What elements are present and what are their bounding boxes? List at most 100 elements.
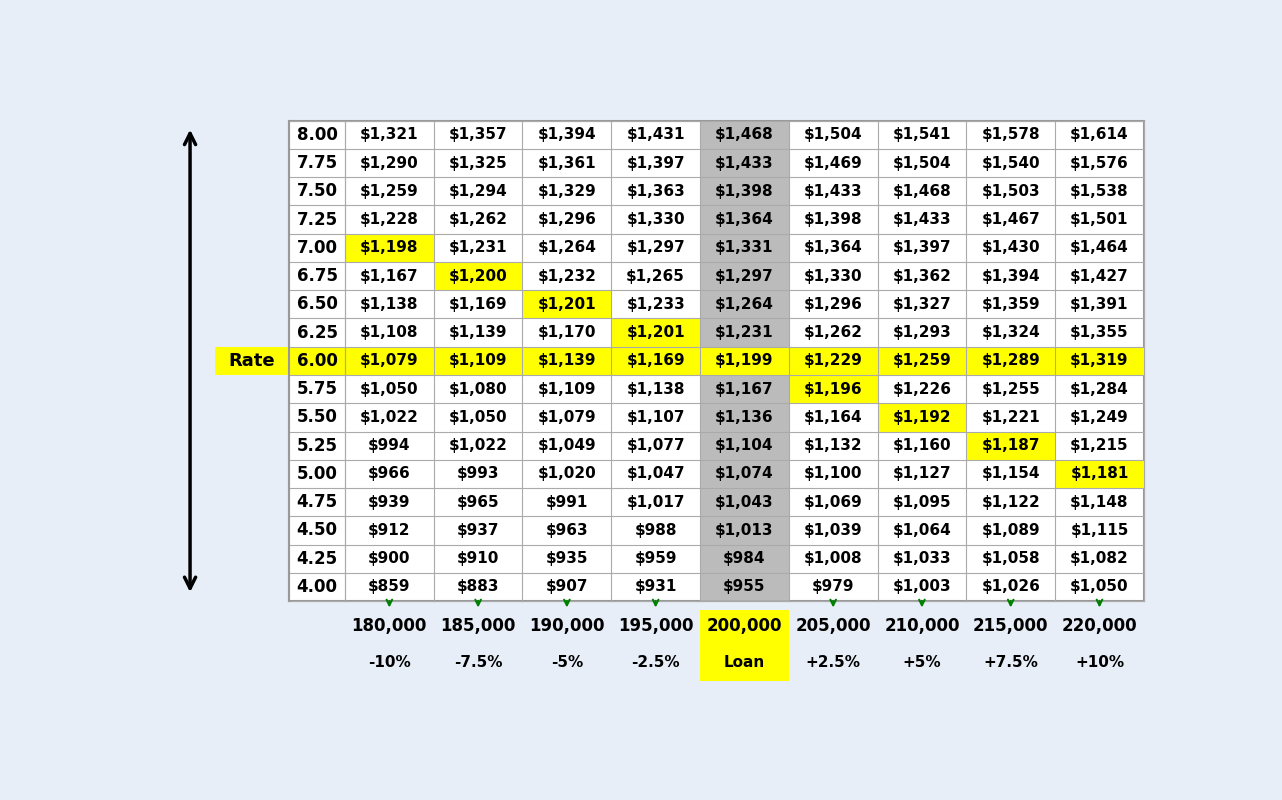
Text: $1,469: $1,469 — [804, 155, 863, 170]
Text: $1,082: $1,082 — [1070, 551, 1129, 566]
Text: $1,259: $1,259 — [892, 354, 951, 368]
Text: $1,115: $1,115 — [1070, 523, 1128, 538]
Text: $1,324: $1,324 — [981, 325, 1040, 340]
Bar — [215, 346, 290, 375]
Text: $1,231: $1,231 — [715, 325, 774, 340]
Text: $1,104: $1,104 — [715, 438, 773, 453]
Text: $1,398: $1,398 — [715, 184, 774, 198]
Text: $1,427: $1,427 — [1070, 269, 1129, 283]
Text: $1,221: $1,221 — [981, 410, 1040, 425]
Text: $1,255: $1,255 — [981, 382, 1040, 397]
Text: $1,187: $1,187 — [982, 438, 1040, 453]
Text: $1,079: $1,079 — [360, 354, 419, 368]
Text: 210,000: 210,000 — [885, 617, 960, 634]
Text: $1,049: $1,049 — [537, 438, 596, 453]
Text: 6.50: 6.50 — [296, 295, 337, 314]
Text: $1,199: $1,199 — [715, 354, 773, 368]
Text: $984: $984 — [723, 551, 765, 566]
Text: $1,138: $1,138 — [360, 297, 419, 312]
Text: $900: $900 — [368, 551, 410, 566]
Text: $1,226: $1,226 — [892, 382, 951, 397]
Text: $991: $991 — [546, 494, 588, 510]
Text: 7.75: 7.75 — [296, 154, 337, 172]
Text: $1,249: $1,249 — [1070, 410, 1129, 425]
Text: 8.00: 8.00 — [296, 126, 337, 144]
Text: $1,196: $1,196 — [804, 382, 863, 397]
Text: $1,297: $1,297 — [715, 269, 774, 283]
Text: 7.00: 7.00 — [296, 239, 337, 257]
Bar — [967, 431, 1055, 460]
Text: $1,108: $1,108 — [360, 325, 419, 340]
Text: 5.25: 5.25 — [296, 437, 337, 454]
Text: $963: $963 — [546, 523, 588, 538]
Text: $1,327: $1,327 — [892, 297, 951, 312]
Text: $1,080: $1,080 — [449, 382, 508, 397]
Text: $1,391: $1,391 — [1070, 297, 1128, 312]
Text: -7.5%: -7.5% — [454, 655, 503, 670]
Text: $1,198: $1,198 — [360, 240, 419, 255]
Text: $1,136: $1,136 — [715, 410, 774, 425]
Text: $1,169: $1,169 — [627, 354, 685, 368]
Text: $931: $931 — [635, 579, 677, 594]
Text: $1,167: $1,167 — [360, 269, 419, 283]
Text: $1,357: $1,357 — [449, 127, 508, 142]
Text: +2.5%: +2.5% — [805, 655, 860, 670]
Text: $1,022: $1,022 — [449, 438, 508, 453]
Text: $1,003: $1,003 — [892, 579, 951, 594]
Bar — [523, 290, 612, 318]
Text: $1,026: $1,026 — [981, 579, 1040, 594]
Text: $1,132: $1,132 — [804, 438, 863, 453]
Text: $1,397: $1,397 — [892, 240, 951, 255]
Text: $1,290: $1,290 — [360, 155, 419, 170]
Text: 6.75: 6.75 — [296, 267, 337, 285]
Text: $1,363: $1,363 — [627, 184, 685, 198]
Text: $1,433: $1,433 — [715, 155, 774, 170]
Text: $1,433: $1,433 — [892, 212, 951, 227]
Text: $1,294: $1,294 — [449, 184, 508, 198]
Text: $859: $859 — [368, 579, 410, 594]
Text: $1,109: $1,109 — [449, 354, 508, 368]
Bar — [612, 318, 700, 346]
Text: $1,503: $1,503 — [982, 184, 1040, 198]
Bar — [878, 403, 967, 431]
Text: $1,107: $1,107 — [627, 410, 685, 425]
Text: 7.50: 7.50 — [296, 182, 337, 200]
Text: $1,100: $1,100 — [804, 466, 863, 482]
Text: 6.25: 6.25 — [296, 324, 337, 342]
Text: $939: $939 — [368, 494, 410, 510]
Text: $1,122: $1,122 — [981, 494, 1040, 510]
Text: $1,033: $1,033 — [892, 551, 951, 566]
Text: $1,215: $1,215 — [1070, 438, 1128, 453]
Text: $910: $910 — [456, 551, 499, 566]
Text: 6.00: 6.00 — [296, 352, 337, 370]
Text: $993: $993 — [456, 466, 500, 482]
Text: $1,264: $1,264 — [537, 240, 596, 255]
Text: $1,231: $1,231 — [449, 240, 508, 255]
Text: 200,000: 200,000 — [706, 617, 782, 634]
Text: $1,464: $1,464 — [1070, 240, 1129, 255]
Bar — [290, 121, 1144, 601]
Text: $1,329: $1,329 — [537, 184, 596, 198]
Text: $1,228: $1,228 — [360, 212, 419, 227]
Text: 4.25: 4.25 — [296, 550, 337, 568]
Text: $1,043: $1,043 — [715, 494, 774, 510]
Text: $1,331: $1,331 — [715, 240, 773, 255]
Text: $1,540: $1,540 — [982, 155, 1040, 170]
Text: 205,000: 205,000 — [795, 617, 870, 634]
Text: -10%: -10% — [368, 655, 410, 670]
Text: $1,164: $1,164 — [804, 410, 863, 425]
Text: 5.00: 5.00 — [296, 465, 337, 483]
Text: $959: $959 — [635, 551, 677, 566]
Bar — [1055, 460, 1144, 488]
Text: $1,154: $1,154 — [982, 466, 1040, 482]
Text: $1,325: $1,325 — [449, 155, 508, 170]
Text: $1,364: $1,364 — [804, 240, 863, 255]
Text: $1,039: $1,039 — [804, 523, 863, 538]
Text: $1,139: $1,139 — [449, 325, 508, 340]
Text: $1,468: $1,468 — [892, 184, 951, 198]
Bar — [290, 346, 1144, 375]
Text: $1,201: $1,201 — [537, 297, 596, 312]
Text: $1,359: $1,359 — [982, 297, 1040, 312]
Text: $1,074: $1,074 — [715, 466, 774, 482]
Text: 7.25: 7.25 — [296, 210, 337, 229]
